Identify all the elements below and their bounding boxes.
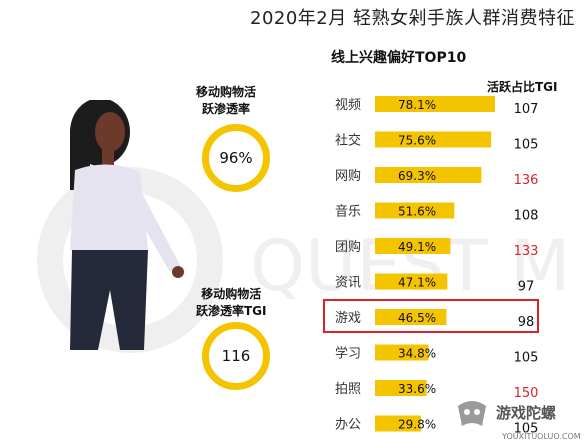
category-label: 视频 (335, 98, 361, 113)
bar (375, 415, 421, 432)
game-row-highlight (323, 299, 539, 333)
category-label: 办公 (335, 418, 361, 433)
metric-tgi-value: 116 (221, 347, 251, 365)
metric-tgi-label-line1: 移动购物活 (201, 287, 262, 301)
tgi-value: 150 (514, 386, 539, 401)
bar-value-label: 69.3% (398, 169, 436, 183)
metric-penetration-label: 移动购物活 跃渗透率 (196, 84, 256, 118)
bar (375, 344, 429, 361)
category-label: 网购 (335, 168, 361, 184)
bar (375, 131, 492, 148)
bar (375, 96, 495, 112)
bar-value-label: 46.5% (398, 311, 436, 325)
tgi-value: 133 (514, 244, 539, 259)
category-label: 拍照 (335, 382, 361, 397)
bar (375, 309, 447, 325)
bar (375, 380, 427, 396)
logo-text: 游戏陀螺 (496, 403, 557, 422)
bar-value-label: 51.6% (398, 205, 436, 219)
metric-penetration-label-line2: 跃渗透率 (202, 102, 251, 116)
metric-tgi-label-line2: 跃渗透率TGI (196, 304, 267, 318)
tgi-value: 105 (514, 422, 539, 437)
bar-value-label: 49.1% (398, 240, 436, 254)
tgi-value: 97 (518, 280, 535, 295)
tgi-column-header: 活跃占比TGI (487, 80, 558, 94)
chart-subtitle: 线上兴趣偏好TOP10 (331, 50, 467, 66)
category-label: 音乐 (335, 204, 361, 220)
gamepad-icon (458, 401, 486, 426)
metric-penetration-value: 96% (219, 149, 253, 167)
category-label: 学习 (335, 346, 361, 362)
bar (375, 238, 451, 254)
logo-url: YOUXITUOLUO.COM (502, 432, 581, 441)
category-label: 社交 (335, 133, 361, 149)
metric-penetration-ring: 96% (202, 124, 270, 192)
category-label: 游戏 (335, 311, 361, 326)
bar (375, 273, 448, 290)
tgi-value: 136 (514, 173, 539, 188)
tgi-value: 107 (514, 102, 539, 117)
tgi-value: 98 (518, 315, 535, 330)
woman-illustration (70, 100, 184, 350)
metric-tgi-ring: 116 (202, 322, 270, 390)
tgi-value: 105 (514, 351, 539, 366)
bar-value-label: 33.6% (398, 382, 436, 396)
tgi-value: 108 (514, 209, 539, 224)
tgi-value: 105 (514, 138, 539, 153)
bar-value-label: 47.1% (398, 276, 436, 290)
bar-value-label: 34.8% (398, 347, 436, 361)
interest-bar-chart: 视频 78.1% 107 社交 75.6% 105 网购 69.3% 136 音乐 51.6% 108… (335, 96, 539, 437)
category-label: 团购 (335, 239, 361, 255)
metric-tgi-label: 移动购物活 跃渗透率TGI (196, 286, 267, 320)
category-label: 资讯 (335, 276, 361, 291)
bar-value-label: 29.8% (398, 418, 436, 432)
metric-penetration-label-line1: 移动购物活 (196, 85, 257, 99)
bar-value-label: 75.6% (398, 134, 436, 148)
bar-value-label: 78.1% (398, 98, 436, 112)
bar (375, 167, 482, 183)
bar (375, 202, 455, 219)
page-title: 2020年2月 轻熟女剁手族人群消费特征 (250, 8, 575, 29)
brand-logo: 游戏陀螺 (452, 392, 556, 432)
